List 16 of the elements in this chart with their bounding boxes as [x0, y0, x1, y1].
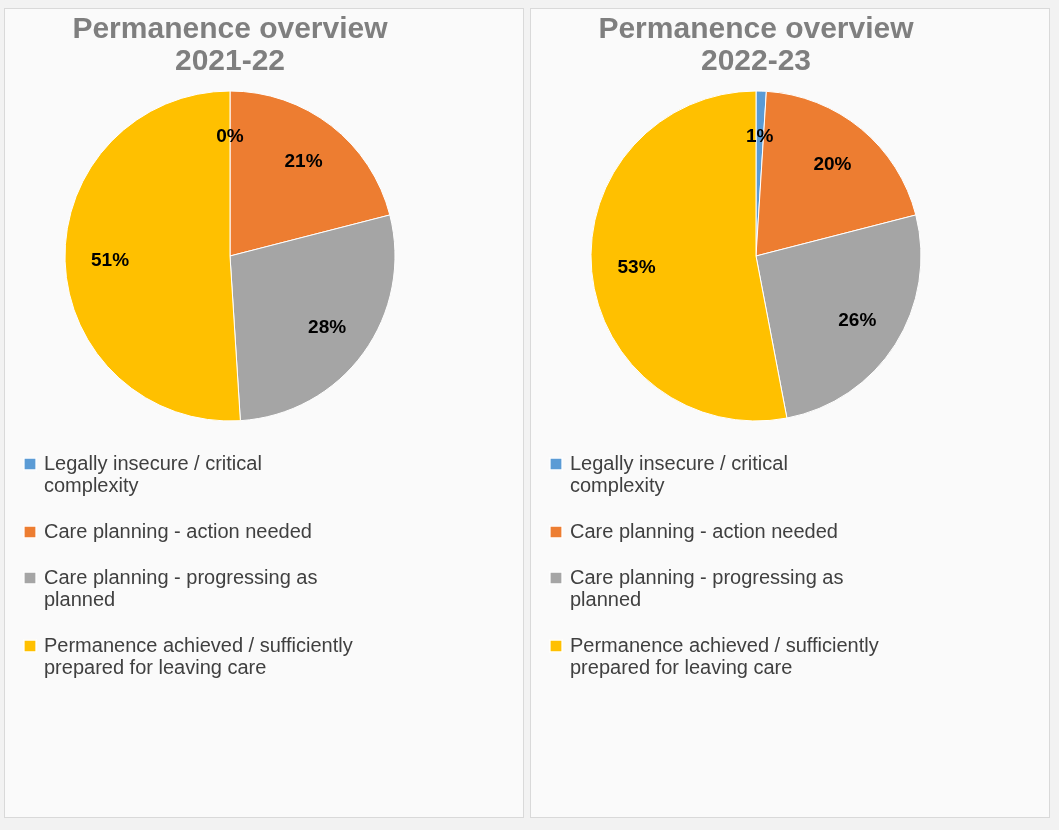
legend-label: Permanence achieved / sufficiently prepared for leaving care	[44, 634, 353, 678]
data-label: 26%	[838, 309, 877, 331]
data-label: 21%	[284, 150, 323, 172]
legend-label: Legally insecure / critical complexity	[44, 452, 262, 496]
data-label: 53%	[617, 256, 656, 278]
legend-label: Care planning - progressing as planned	[570, 566, 844, 610]
data-label: 28%	[308, 315, 347, 337]
data-label: 51%	[91, 248, 130, 270]
legend-label: Legally insecure / critical complexity	[570, 452, 788, 496]
chart-title: Permanence overview 2021-22	[72, 11, 389, 76]
legend-label: Care planning - action needed	[570, 520, 838, 542]
legend-label: Care planning - progressing as planned	[44, 566, 318, 610]
chart-title: Permanence overview 2022-23	[598, 11, 915, 76]
data-label: 20%	[813, 152, 852, 174]
legend-label: Care planning - action needed	[44, 520, 312, 542]
legend-label: Permanence achieved / sufficiently prepared for leaving care	[570, 634, 879, 678]
